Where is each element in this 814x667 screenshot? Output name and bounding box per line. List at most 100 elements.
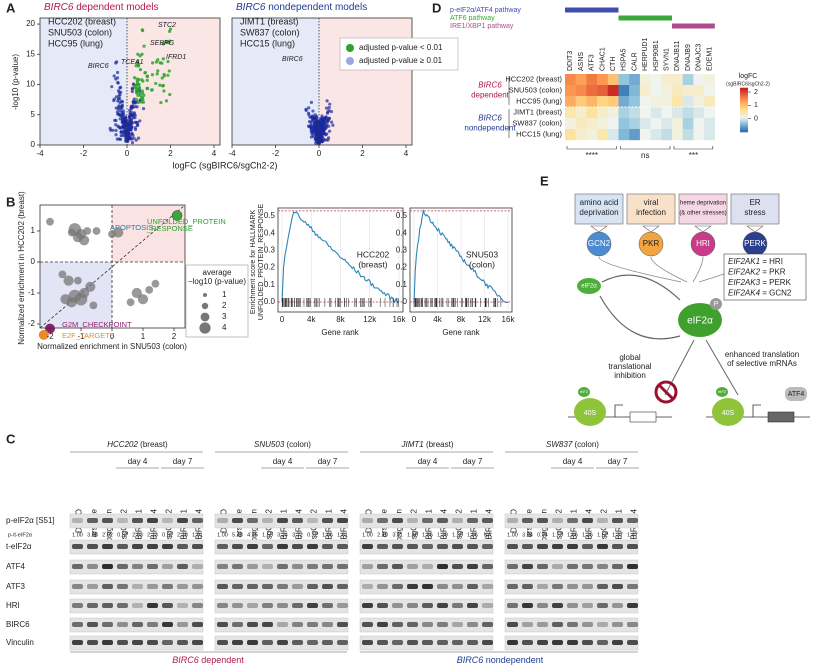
x-tick-label: -2	[80, 149, 88, 158]
x-tick-label: 0	[412, 315, 417, 324]
blot-band	[392, 640, 403, 645]
blot-band	[567, 544, 578, 549]
point	[327, 129, 332, 133]
pathway-bar	[565, 7, 619, 13]
gene-label: DNAJC3	[696, 44, 703, 71]
heat-cell	[618, 129, 630, 141]
heat-cell	[629, 96, 641, 108]
heat-cell	[704, 74, 715, 86]
annotation: UNFOLDED_PROTEIN	[147, 217, 226, 226]
blot-band	[612, 640, 623, 645]
eif2-label: eIF2	[718, 389, 727, 394]
gene-set	[92, 227, 101, 235]
arrow-head	[590, 225, 608, 233]
blot-band	[292, 603, 303, 608]
blot-band	[322, 622, 333, 627]
blot-band	[147, 622, 158, 627]
point	[161, 84, 165, 88]
blot-band	[597, 544, 608, 549]
gene-set	[58, 270, 67, 279]
y-tick-label: 0.5	[264, 211, 276, 220]
quant-value: 1.73	[552, 532, 563, 538]
kinase	[638, 231, 664, 257]
heat-cell	[650, 118, 662, 130]
point	[324, 116, 328, 120]
cell-line: SNU503 (colon)	[254, 440, 311, 449]
colorbar-step	[740, 130, 748, 133]
point	[131, 82, 136, 86]
point	[136, 93, 140, 98]
row-label: Vinculin	[6, 638, 34, 647]
colorbar-step	[740, 90, 748, 93]
blot-band	[377, 518, 388, 523]
gene-label: SEBPG	[150, 40, 175, 47]
heat-cell	[575, 74, 587, 86]
point	[309, 100, 314, 104]
point	[141, 79, 145, 83]
blot-band	[407, 603, 418, 608]
blot-band	[452, 622, 463, 627]
blot-band	[337, 564, 348, 569]
point	[115, 60, 119, 64]
point	[313, 113, 317, 117]
gene-set	[60, 294, 71, 305]
row-label: BIRC6	[6, 620, 30, 629]
blot-strip	[214, 598, 349, 614]
point	[116, 97, 121, 101]
point	[114, 95, 119, 99]
point	[118, 86, 122, 90]
blot-band	[102, 544, 113, 549]
footer-label-rest: dependent	[199, 655, 245, 665]
point	[136, 136, 141, 140]
colorbar-tick-label: 0	[754, 116, 758, 123]
point	[115, 76, 120, 80]
point	[136, 82, 141, 87]
point	[326, 136, 331, 140]
x-tick-label: 0	[110, 332, 115, 341]
kinase-label: PERK	[744, 239, 766, 248]
point	[161, 57, 165, 61]
blot-band	[337, 622, 348, 627]
blot-band	[117, 584, 128, 589]
blot-band	[422, 622, 433, 627]
blot-band	[307, 544, 318, 549]
point	[145, 78, 149, 82]
colorbar-step	[740, 117, 748, 120]
heat-cell	[693, 129, 705, 141]
blot-band	[362, 584, 373, 589]
blot-band	[437, 564, 448, 569]
point	[327, 105, 331, 110]
gene-label: BIRC6	[88, 63, 109, 70]
point	[309, 135, 314, 139]
colorbar-step	[740, 100, 748, 103]
heat-cell	[639, 118, 651, 130]
plot-title-italic: BIRC6	[236, 2, 266, 13]
cell-line-rest: (colon)	[284, 440, 311, 449]
blot-band	[292, 640, 303, 645]
quant-value: 1.35	[452, 532, 463, 538]
point	[117, 104, 121, 108]
plot-title: BIRC6 nondependent models	[236, 2, 367, 13]
stress-label: heme deprivation	[680, 201, 726, 207]
point	[315, 120, 319, 124]
point	[310, 115, 314, 119]
colorbar-step	[740, 111, 748, 114]
heat-cell	[682, 129, 694, 141]
x-axis-label: Normalized enrichment in SNU503 (colon)	[37, 342, 187, 351]
blot-band	[117, 622, 128, 627]
heat-cell	[693, 107, 705, 119]
heat-cell	[639, 74, 651, 86]
blot-band	[422, 640, 433, 645]
blot-band	[162, 544, 173, 549]
blot-band	[567, 603, 578, 608]
heat-cell	[629, 118, 641, 130]
outcome-label: inhibition	[614, 371, 646, 380]
colorbar-step	[740, 99, 748, 102]
heat-cell	[704, 129, 715, 141]
model-name: HCC15 (lung)	[240, 38, 295, 48]
blot-band	[377, 564, 388, 569]
row-label: t-eIF2α	[6, 542, 32, 551]
outcome-label: global	[619, 353, 641, 362]
point	[307, 113, 311, 117]
footer-label-italic: BIRC6	[457, 655, 484, 665]
